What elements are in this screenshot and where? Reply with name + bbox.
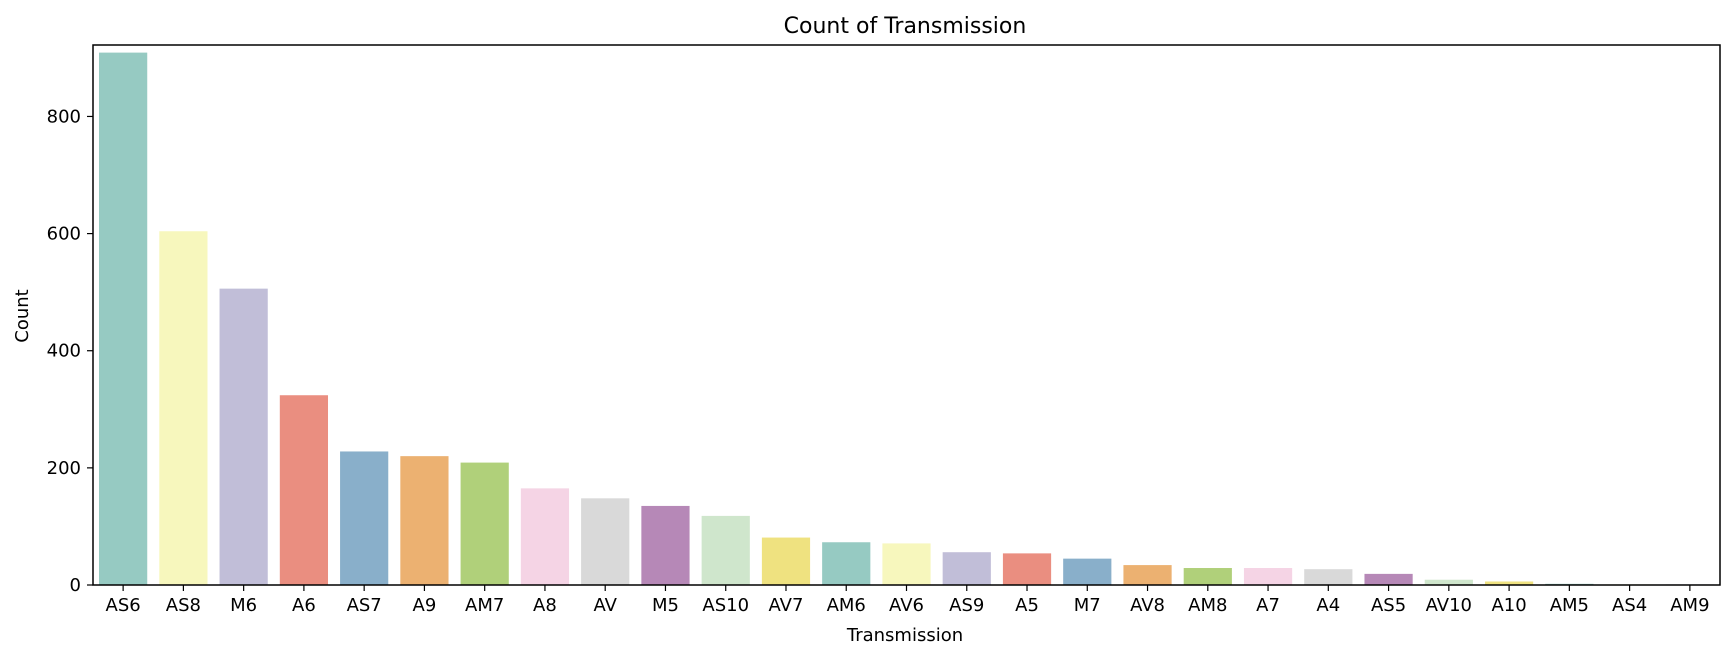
y-tick-label: 600 [47, 224, 81, 245]
bar-a4 [1304, 569, 1353, 585]
x-tick-label: A5 [1015, 595, 1039, 616]
bar-as6 [99, 52, 148, 585]
x-tick-label: AM7 [465, 595, 504, 616]
bar-a8 [520, 488, 570, 585]
x-tick-label: AV6 [889, 595, 924, 616]
x-tick-label: AS9 [949, 595, 984, 616]
bar-a7 [1243, 568, 1293, 585]
bar-m7 [1063, 558, 1112, 585]
x-tick-label: AM9 [1670, 595, 1709, 616]
bar-as5 [1364, 573, 1413, 585]
x-tick-label: AM6 [827, 595, 866, 616]
x-ticks-group: AS6 AS8 M6 A6 AS7 A9 AM7 A8 AV M5 AS10 AV7 AM6 AV6 AS9… [106, 585, 1710, 616]
bar-as9 [942, 552, 991, 585]
x-tick-label: AS7 [347, 595, 382, 616]
y-axis-label: Count [12, 289, 33, 342]
x-tick-label: M7 [1074, 595, 1101, 616]
bar-am8 [1183, 568, 1232, 585]
bar-am6 [822, 542, 871, 585]
bar-av10 [1424, 579, 1473, 585]
x-tick-label: M6 [230, 595, 257, 616]
bar-as8 [159, 231, 208, 585]
x-tick-label: AS5 [1371, 595, 1406, 616]
x-tick-label: A4 [1316, 595, 1340, 616]
x-tick-label: AM5 [1550, 595, 1589, 616]
bar-m5 [641, 505, 690, 585]
x-tick-label: A6 [292, 595, 316, 616]
x-tick-label: AV7 [769, 595, 804, 616]
y-ticks-group: 0 200 400 600 800 [47, 106, 93, 596]
y-tick-label: 800 [47, 106, 81, 127]
y-tick-label: 200 [47, 458, 81, 479]
x-tick-label: AS6 [106, 595, 141, 616]
bar-a5 [1002, 553, 1052, 585]
x-tick-label: A8 [533, 595, 557, 616]
plot-frame [92, 44, 1721, 586]
bar-av [581, 498, 630, 585]
bar-av6 [882, 543, 931, 585]
x-tick-label: AV8 [1130, 595, 1165, 616]
y-tick-label: 0 [70, 575, 81, 596]
x-tick-label: A10 [1491, 595, 1526, 616]
bar-m6 [219, 288, 268, 585]
bar-av8 [1123, 565, 1172, 585]
y-tick-label: 400 [47, 341, 81, 362]
bar-am7 [460, 462, 509, 585]
x-axis-label: Transmission [846, 625, 963, 646]
x-tick-label: AV [593, 595, 617, 616]
x-tick-label: AS4 [1612, 595, 1647, 616]
x-tick-label: AS8 [166, 595, 201, 616]
x-tick-label: AV10 [1426, 595, 1472, 616]
bar-a9 [400, 456, 449, 585]
bar-a10 [1484, 581, 1534, 585]
x-tick-label: A7 [1256, 595, 1280, 616]
bar-a6 [279, 395, 329, 585]
x-tick-label: AS10 [702, 595, 749, 616]
chart-title: Count of Transmission [784, 14, 1027, 39]
x-tick-label: M5 [652, 595, 679, 616]
x-tick-label: A9 [413, 595, 437, 616]
bar-as10 [701, 515, 750, 585]
bar-as7 [340, 451, 389, 585]
x-tick-label: AM8 [1188, 595, 1227, 616]
bars-group [99, 52, 1714, 585]
bar-av7 [761, 537, 811, 585]
